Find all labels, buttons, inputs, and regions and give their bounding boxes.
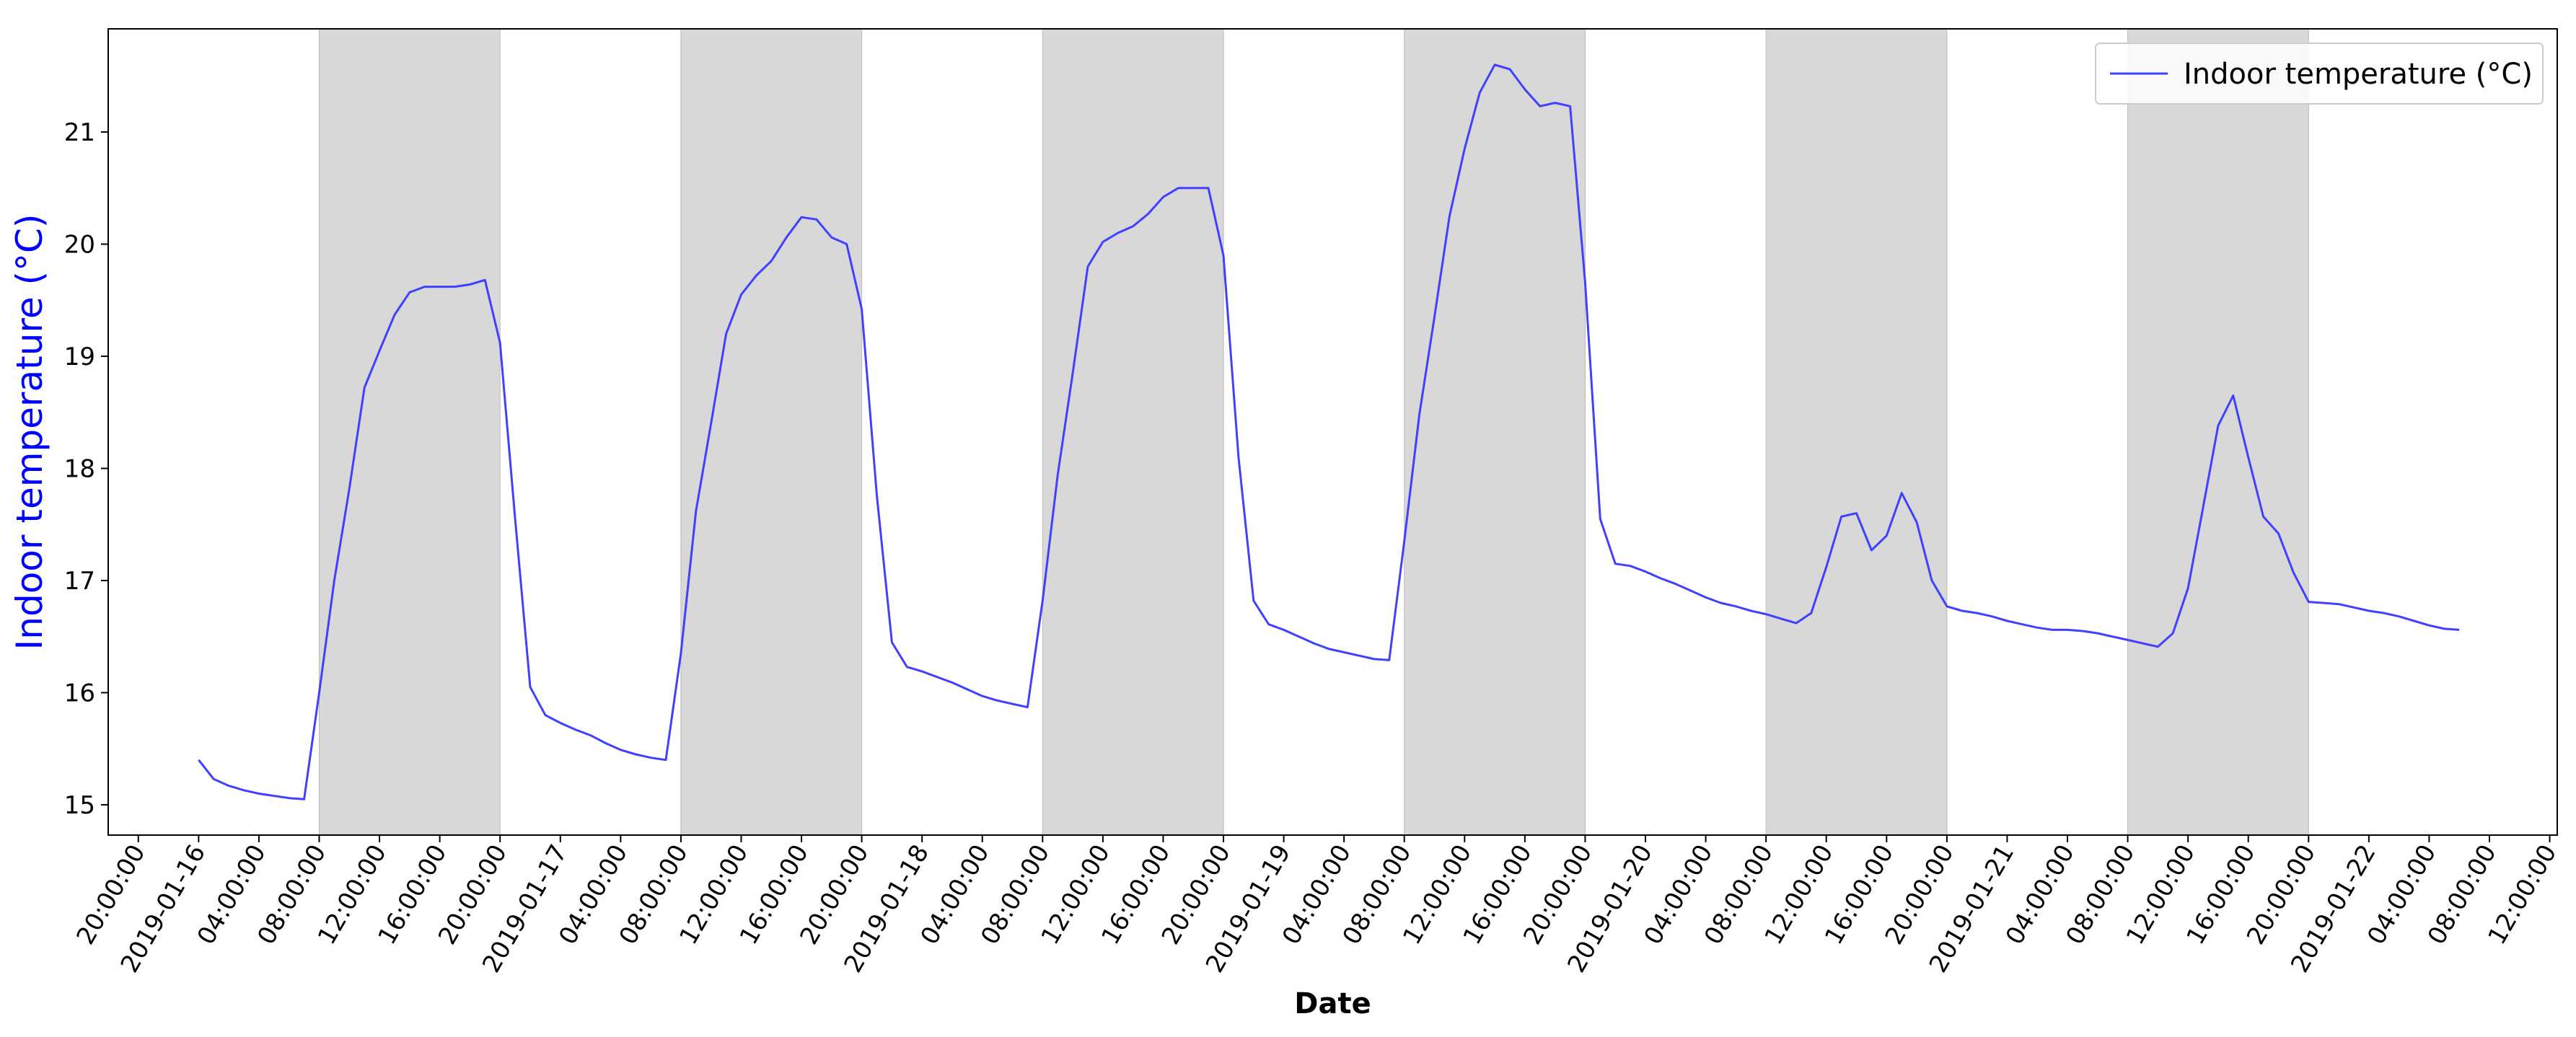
y-axis-title: Indoor temperature (°C) bbox=[9, 214, 50, 650]
legend-box bbox=[2095, 43, 2544, 105]
y-tick-label: 21 bbox=[64, 118, 95, 147]
y-tick-label: 19 bbox=[64, 343, 95, 371]
shaded-interval bbox=[1404, 28, 1586, 836]
series-line bbox=[198, 63, 2460, 800]
x-axis: 20:00:002019-01-1604:00:0008:00:0012:00:… bbox=[71, 835, 2562, 978]
plot-frame bbox=[107, 28, 2558, 836]
x-axis-title: Date bbox=[1294, 987, 1371, 1020]
shaded-interval bbox=[318, 28, 501, 836]
y-tick-label: 15 bbox=[64, 791, 95, 820]
shaded-interval bbox=[2127, 28, 2309, 836]
shaded-interval bbox=[1042, 28, 1224, 836]
y-tick-label: 20 bbox=[64, 231, 95, 260]
y-tick-label: 18 bbox=[64, 455, 95, 484]
shaded-interval bbox=[680, 28, 863, 836]
y-axis: 15 16 17 18 19 20 21 bbox=[64, 118, 108, 820]
legend: Indoor temperature (°C) bbox=[2095, 43, 2544, 105]
legend-label: Indoor temperature (°C) bbox=[2184, 58, 2533, 91]
series-line-layer bbox=[198, 63, 2460, 800]
y-tick-label: 16 bbox=[64, 679, 95, 708]
y-tick-label: 17 bbox=[64, 567, 95, 596]
shaded-intervals bbox=[318, 28, 2309, 836]
shaded-interval bbox=[1765, 28, 1948, 836]
